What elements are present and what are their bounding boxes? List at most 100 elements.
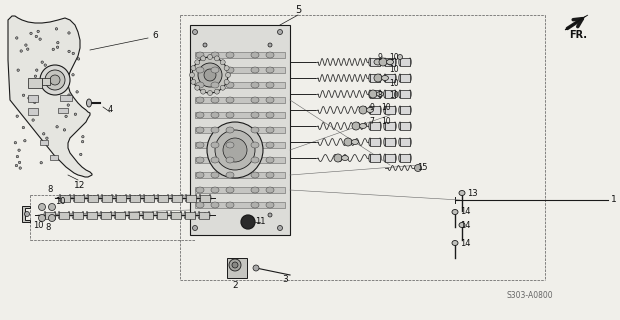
Circle shape (74, 113, 77, 116)
Ellipse shape (96, 212, 98, 219)
Bar (115, 212, 125, 219)
Circle shape (190, 73, 195, 77)
Ellipse shape (138, 212, 140, 219)
Bar (130, 195, 140, 202)
Ellipse shape (251, 187, 259, 193)
Ellipse shape (195, 195, 197, 202)
Ellipse shape (386, 60, 394, 65)
Text: 10: 10 (55, 197, 65, 206)
Ellipse shape (196, 172, 204, 178)
Circle shape (20, 50, 22, 52)
Ellipse shape (266, 112, 274, 118)
Ellipse shape (129, 195, 131, 202)
Ellipse shape (251, 52, 259, 58)
Bar (200, 195, 210, 202)
Ellipse shape (409, 122, 411, 130)
Ellipse shape (409, 90, 411, 98)
Circle shape (72, 52, 74, 55)
Circle shape (43, 132, 45, 135)
Bar (59, 212, 69, 219)
Ellipse shape (211, 127, 219, 133)
Ellipse shape (208, 212, 210, 219)
Circle shape (24, 140, 26, 142)
Text: 10: 10 (381, 103, 391, 113)
Ellipse shape (266, 172, 274, 178)
Circle shape (224, 66, 229, 71)
Ellipse shape (384, 90, 386, 98)
Ellipse shape (394, 106, 396, 114)
Ellipse shape (87, 195, 89, 202)
Polygon shape (565, 15, 588, 30)
Circle shape (32, 119, 34, 121)
Bar (88, 195, 98, 202)
Circle shape (56, 125, 58, 128)
Ellipse shape (251, 157, 259, 163)
Ellipse shape (196, 67, 204, 73)
Bar (171, 212, 181, 219)
Ellipse shape (384, 58, 386, 66)
Circle shape (35, 69, 38, 71)
Ellipse shape (82, 212, 84, 219)
Text: 14: 14 (460, 220, 470, 229)
Ellipse shape (459, 222, 465, 228)
Circle shape (55, 28, 58, 30)
Text: 10: 10 (389, 65, 399, 74)
Circle shape (278, 226, 283, 230)
Text: FR.: FR. (569, 30, 587, 40)
Ellipse shape (226, 187, 234, 193)
Ellipse shape (59, 195, 61, 202)
Ellipse shape (266, 202, 274, 208)
Bar (227, 258, 247, 278)
Ellipse shape (452, 210, 458, 214)
Bar (28, 108, 38, 115)
Circle shape (27, 48, 29, 50)
Ellipse shape (38, 214, 45, 221)
Ellipse shape (125, 195, 127, 202)
Circle shape (56, 157, 58, 160)
Ellipse shape (226, 202, 234, 208)
Text: 13: 13 (467, 188, 477, 197)
Ellipse shape (143, 195, 145, 202)
Text: 8: 8 (47, 186, 53, 195)
Ellipse shape (196, 52, 204, 58)
Ellipse shape (266, 157, 274, 163)
Bar (385, 90, 395, 98)
Ellipse shape (196, 127, 204, 133)
Ellipse shape (251, 67, 259, 73)
Bar (45, 212, 55, 219)
Text: 5: 5 (295, 5, 301, 15)
Ellipse shape (196, 142, 204, 148)
Ellipse shape (409, 138, 411, 146)
Ellipse shape (226, 127, 234, 133)
Bar (144, 195, 154, 202)
Circle shape (226, 73, 231, 77)
Ellipse shape (185, 195, 187, 202)
Ellipse shape (394, 74, 396, 82)
Bar (58, 108, 68, 113)
Bar (385, 122, 395, 130)
Ellipse shape (369, 154, 371, 162)
Circle shape (344, 138, 352, 146)
Ellipse shape (387, 59, 393, 65)
Ellipse shape (384, 74, 386, 82)
Circle shape (79, 153, 82, 156)
Bar (195, 202, 285, 208)
Bar (50, 155, 58, 160)
Ellipse shape (226, 142, 234, 148)
Circle shape (191, 79, 196, 84)
Ellipse shape (266, 52, 274, 58)
Bar (143, 212, 153, 219)
Circle shape (253, 265, 259, 271)
Polygon shape (8, 16, 92, 177)
Circle shape (56, 46, 59, 48)
Ellipse shape (452, 241, 458, 245)
Bar (60, 195, 70, 202)
Circle shape (35, 99, 37, 101)
Text: S303-A0800: S303-A0800 (507, 291, 553, 300)
Ellipse shape (399, 90, 401, 98)
Ellipse shape (196, 187, 204, 193)
Circle shape (35, 35, 38, 38)
Circle shape (30, 32, 32, 35)
Polygon shape (22, 206, 30, 222)
Text: 9: 9 (378, 52, 383, 61)
